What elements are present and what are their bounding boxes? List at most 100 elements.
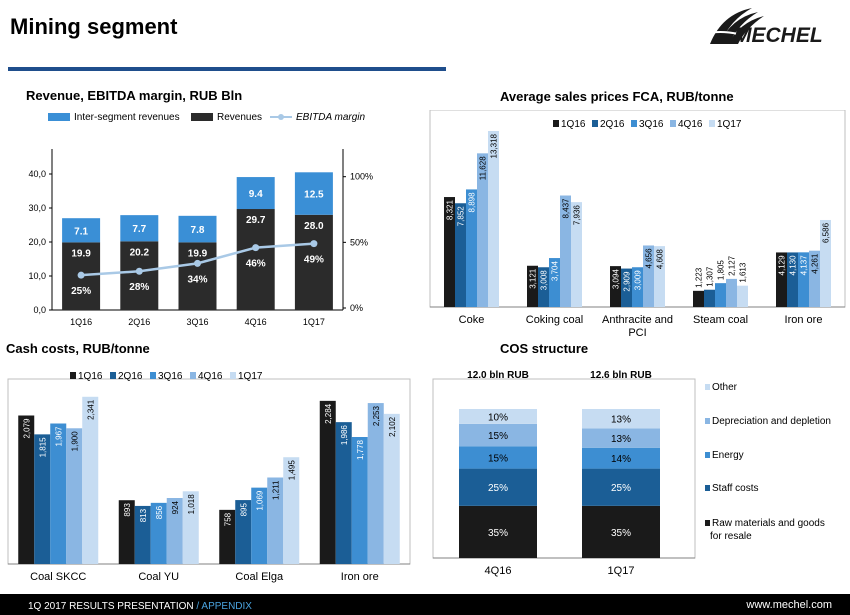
ebitda-margin-point [194, 259, 201, 267]
y-tick-label: 20,0 [28, 237, 46, 247]
bar-2Q16 [455, 203, 466, 307]
bar-4Q16 [560, 195, 571, 307]
bar-3Q16 [549, 258, 560, 307]
revenue-value-label: 29.7 [246, 215, 266, 226]
bar-2Q16 [538, 267, 549, 307]
legend-swatch [70, 372, 76, 379]
y-tick-label: 0,0 [33, 305, 46, 315]
cos-value-label: 25% [611, 483, 631, 494]
bar-4Q16 [166, 498, 183, 564]
legend-swatch [230, 372, 236, 379]
logo-wordmark: MECHEL [734, 24, 823, 47]
legend-label: 4Q16 [678, 119, 703, 130]
footer-presentation-title: 1Q 2017 RESULTS PRESENTATION [28, 601, 194, 612]
bar-value-label: 1,018 [187, 494, 196, 515]
footer-bar: 1Q 2017 RESULTS PRESENTATION / APPENDIX … [0, 594, 850, 615]
bar-value-label: 4,130 [789, 255, 798, 276]
bar-1Q16 [118, 500, 135, 564]
cos-chart-title: COS structure [500, 341, 589, 356]
cos-value-label: 13% [611, 434, 631, 445]
bar-1Q16 [444, 197, 455, 307]
bar-value-label: 2,909 [623, 271, 632, 292]
bar-3Q16 [466, 189, 477, 307]
prices-chart-title: Average sales prices FCA, RUB/tonne [500, 89, 734, 104]
x-tick-label: 3Q16 [186, 317, 208, 327]
inter-segment-bar [120, 215, 159, 242]
bar-1Q16 [18, 415, 35, 564]
x-tick-label: Iron ore [341, 571, 379, 583]
inter-segment-value-label: 7.1 [74, 226, 88, 237]
revenue-value-label: 28.0 [304, 221, 324, 232]
legend-swatch [705, 485, 710, 491]
legend-label: EBITDA margin [296, 112, 366, 123]
revenue-bar [236, 209, 275, 310]
bar-4Q16 [267, 477, 284, 564]
cos-value-label: 35% [488, 528, 508, 539]
bar-1Q17 [488, 131, 499, 307]
bar-value-label: 2,127 [728, 255, 737, 276]
legend-swatch [191, 113, 213, 121]
bar-3Q16 [50, 423, 67, 564]
cos-value-label: 10% [488, 412, 508, 423]
bar-value-label: 8,437 [562, 198, 571, 219]
legend-label: 3Q16 [158, 371, 183, 382]
legend-label: Other [712, 382, 738, 393]
bar-3Q16 [632, 267, 643, 307]
bar-1Q17 [283, 457, 300, 564]
header-rule [8, 67, 446, 71]
ebitda-margin-label: 28% [129, 282, 149, 293]
cos-value-label: 13% [611, 415, 631, 426]
legend-label: 1Q16 [78, 371, 103, 382]
bar-1Q16 [319, 400, 336, 564]
y2-tick-label: 0% [350, 303, 363, 313]
bar-value-label: 3,094 [612, 269, 621, 290]
legend-label: 1Q17 [238, 371, 263, 382]
revenue-ebitda-chart: Inter-segment revenues Revenues EBITDA mar… [28, 112, 373, 327]
mechel-logo: MECHEL [703, 8, 823, 47]
revenue-bar [294, 214, 333, 310]
legend-label: Energy [712, 450, 744, 461]
bar-2Q16 [235, 500, 252, 564]
x-tick-label: 1Q16 [70, 317, 92, 327]
legend-label: Revenues [217, 112, 262, 123]
legend-marker [278, 114, 284, 120]
bar-2Q16 [787, 252, 798, 307]
footer-website-link[interactable]: www.mechel.com [746, 599, 832, 611]
legend-swatch [631, 120, 637, 127]
y2-tick-label: 100% [350, 172, 373, 182]
bar-3Q16 [251, 487, 268, 564]
bar-value-label: 3,704 [551, 261, 560, 282]
bar-1Q16 [693, 290, 704, 307]
x-tick-label: 4Q16 [485, 565, 512, 577]
legend-label-line: for resale [710, 531, 752, 542]
legend-label-line: Raw materials and goods [712, 518, 825, 529]
inter-segment-bar [294, 172, 333, 215]
x-tick-label: Coal Elga [235, 571, 284, 583]
bar-1Q17 [654, 246, 665, 307]
revenue-bar [178, 242, 217, 310]
bar-value-label: 758 [223, 512, 232, 526]
bar-value-label: 2,341 [86, 399, 95, 420]
bar-value-label: 1,211 [271, 480, 280, 500]
bar-4Q16 [477, 153, 488, 307]
bar-value-label: 8,898 [468, 192, 477, 213]
ebitda-margin-point [77, 271, 85, 279]
revenue-value-label: 20.2 [130, 247, 150, 258]
bar-2Q16 [134, 505, 151, 564]
bar-2Q16 [335, 422, 352, 564]
bar-1Q17 [571, 202, 582, 307]
bar-value-label: 4,137 [800, 255, 809, 276]
legend-swatch [670, 120, 676, 127]
legend-label: 3Q16 [639, 119, 664, 130]
bar-3Q16 [715, 283, 726, 307]
revenue-value-label: 19.9 [188, 248, 208, 259]
bar-value-label: 11,628 [479, 156, 488, 180]
bar-value-label: 1,986 [340, 425, 349, 446]
cos-segment-0 [582, 505, 660, 558]
legend-label: 2Q16 [118, 371, 143, 382]
cos-value-label: 15% [488, 431, 508, 442]
cos-segment-2 [582, 447, 660, 469]
ebitda-margin-point [252, 244, 260, 252]
cos-total-label: 12.6 bln RUB [590, 370, 652, 381]
